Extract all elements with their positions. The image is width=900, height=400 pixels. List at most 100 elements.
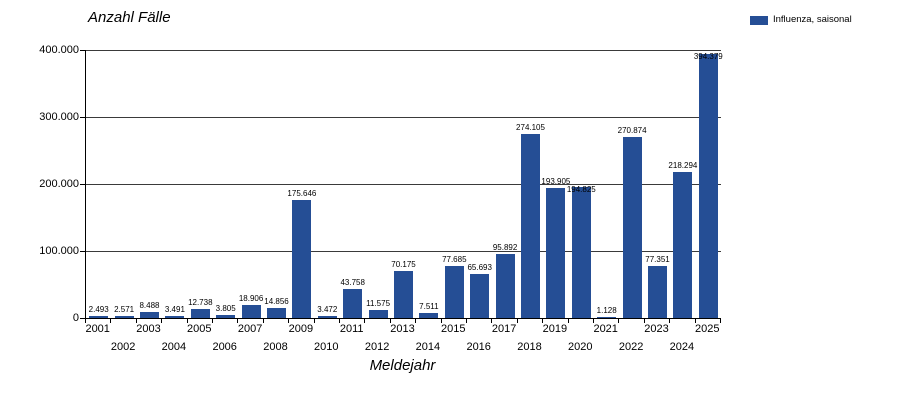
x-axis-title: Meldejahr [369,357,436,374]
y-axis-tick [80,251,85,252]
bar [241,305,261,318]
bar-value-label: 7.511 [419,301,439,311]
bar-value-label: 193.905 [541,177,571,187]
x-axis-tick-label: 2016 [466,341,491,353]
legend-swatch [750,15,768,25]
bar [292,200,312,318]
bar [546,188,566,318]
y-axis-tick-label: 300.000 [39,110,79,123]
x-axis-tick [262,319,264,323]
x-axis-tick-label: 2017 [491,323,517,335]
x-axis-tick [186,319,188,323]
x-axis-tick-label: 2025 [695,323,720,335]
x-axis-tick [516,319,518,323]
y-axis-tick [80,50,85,51]
x-axis-tick-label: 2006 [212,341,237,353]
bar-value-label: 2.493 [88,305,109,315]
bar [317,315,337,318]
bar [622,136,642,318]
x-axis-tick-label: 2009 [288,323,314,335]
bar-value-label: 14.856 [264,297,289,307]
x-axis-tick [567,319,569,323]
bar [698,53,718,318]
x-axis-tick-label: 2019 [542,323,568,335]
bar-value-label: 95.892 [492,242,518,252]
x-axis-tick [389,319,391,323]
legend-label: Influenza, saisonal [773,14,852,25]
x-axis-tick [466,319,467,323]
gridline [86,117,721,118]
x-axis-tick-label: 2005 [187,323,212,335]
x-axis-tick-label: 2012 [364,341,390,353]
x-axis-tick-label: 2010 [314,341,339,353]
x-axis-tick [135,319,137,323]
bar-value-label: 274.105 [516,123,545,133]
bar [216,315,236,318]
x-axis-tick [212,319,213,323]
x-axis-tick-label: 2021 [593,323,618,335]
x-axis-tick-label: 2011 [339,323,364,335]
x-axis-tick-label: 2024 [669,341,695,353]
y-axis-tick [80,184,85,185]
bar-value-label: 11.575 [366,299,391,309]
bar-value-label: 175.646 [287,189,317,199]
bar [394,270,413,318]
bar [190,309,210,318]
bar [165,315,185,318]
x-axis-tick [288,319,290,323]
bar-value-label: 8.488 [139,301,160,311]
bar-value-label: 3.472 [317,304,338,314]
x-axis-tick-label: 2015 [441,323,466,335]
x-axis-tick [237,319,239,323]
bar-value-label: 18.906 [238,294,264,304]
bar [343,288,363,318]
bar-value-label: 1.128 [596,306,617,315]
bar-value-label: 3.805 [215,304,236,314]
bar [267,308,286,318]
x-axis-tick [415,319,417,323]
chart-title: Anzahl Fälle [88,9,171,26]
bar [597,317,617,318]
x-axis-tick-label: 2002 [110,341,136,353]
gridline [86,50,721,51]
bar-value-label: 270.874 [617,125,647,135]
y-axis-tick-label: 100.000 [39,244,79,257]
y-axis-tick-label: 0 [72,311,79,324]
bar-value-label: 12.738 [188,298,213,308]
bar [89,316,109,318]
bar [495,253,515,318]
bar [521,134,540,318]
bar-value-label: 65.693 [467,263,492,272]
x-axis-tick [313,319,315,323]
bar-value-label: 77.685 [442,254,467,264]
x-axis-tick [85,319,86,323]
x-axis-tick-label: 2014 [415,341,441,353]
x-axis-tick-label: 2013 [390,323,415,335]
bar-value-label: 70.175 [391,259,416,269]
x-axis-tick [364,319,366,323]
x-axis-tick-label: 2003 [136,323,161,335]
bar-value-label: 194.825 [566,185,596,195]
bar-value-label: 2.571 [114,305,135,315]
bar [571,187,591,318]
x-axis-tick [618,319,620,323]
x-axis-tick [339,319,340,323]
bar-value-label: 77.351 [645,255,670,265]
bar-value-label: 3.491 [164,304,185,314]
x-axis-tick [669,319,671,323]
bar [648,266,667,318]
x-axis-tick-label: 2018 [517,341,542,353]
x-axis-tick [720,319,721,323]
x-axis-tick [593,319,594,323]
x-axis-tick-label: 2022 [618,341,644,353]
x-axis-tick [110,319,112,323]
x-axis-tick [491,319,493,323]
bar-value-label: 43.758 [340,277,365,287]
plot-area: 2.493 2.571 8.488 3.491 12.738 3.805 18.906 14.… [85,50,723,319]
bar-value-label: 394.379 [693,51,723,61]
bar [368,310,388,318]
legend: Influenza, saisonal [750,14,852,25]
x-axis-tick [440,319,442,323]
bar [444,265,464,318]
